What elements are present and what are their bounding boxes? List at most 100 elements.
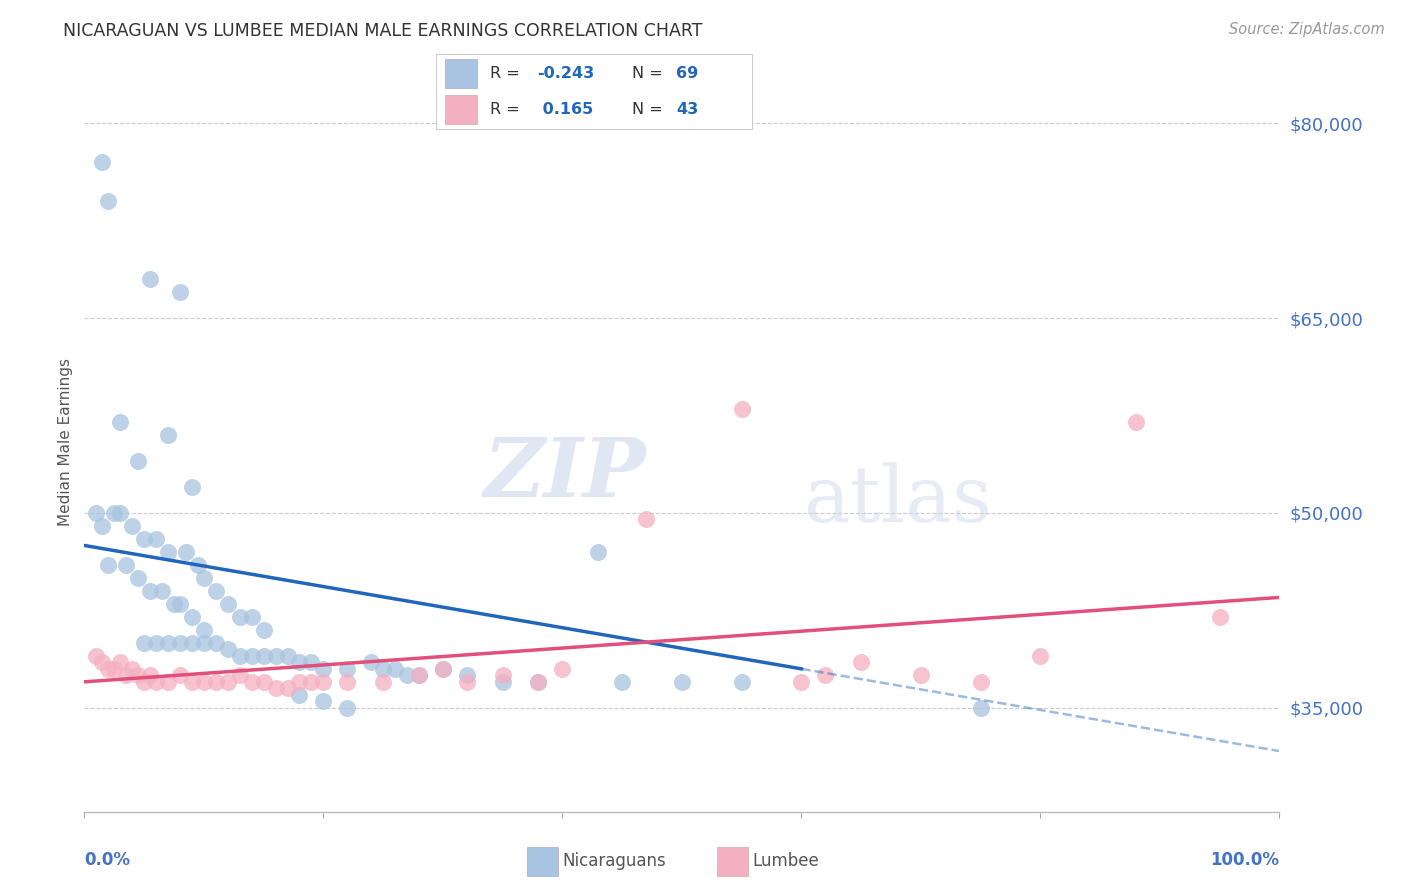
Point	[97, 558, 120, 572]
Point	[301, 656, 323, 670]
Point	[193, 623, 215, 637]
Point	[121, 662, 143, 676]
Point	[193, 571, 215, 585]
Text: Source: ZipAtlas.com: Source: ZipAtlas.com	[1229, 22, 1385, 37]
Point	[253, 648, 276, 663]
Point	[240, 674, 263, 689]
Point	[91, 656, 114, 670]
Point	[1209, 610, 1232, 624]
Point	[970, 674, 993, 689]
Text: Lumbee: Lumbee	[752, 852, 818, 871]
Text: 0.165: 0.165	[537, 102, 593, 117]
Point	[139, 583, 162, 598]
Point	[110, 656, 132, 670]
Point	[851, 656, 873, 670]
Point	[814, 668, 837, 682]
Point	[731, 402, 754, 417]
Point	[253, 674, 276, 689]
Point	[205, 583, 228, 598]
Point	[91, 519, 114, 533]
Point	[910, 668, 932, 682]
Point	[115, 668, 138, 682]
Text: N =: N =	[633, 66, 668, 81]
Point	[181, 480, 204, 494]
Point	[301, 674, 323, 689]
Point	[97, 194, 120, 209]
Point	[145, 636, 167, 650]
Point	[205, 636, 228, 650]
Point	[139, 272, 162, 286]
Point	[217, 597, 239, 611]
Point	[181, 610, 204, 624]
Point	[588, 545, 610, 559]
Point	[229, 648, 252, 663]
Point	[193, 674, 215, 689]
Point	[492, 668, 515, 682]
Point	[456, 668, 478, 682]
Point	[174, 545, 197, 559]
Point	[288, 688, 311, 702]
Point	[103, 662, 125, 676]
Point	[408, 668, 430, 682]
Point	[145, 532, 167, 546]
Point	[110, 506, 132, 520]
Text: -0.243: -0.243	[537, 66, 595, 81]
Point	[277, 648, 299, 663]
Point	[336, 674, 359, 689]
Point	[492, 674, 515, 689]
Point	[1029, 648, 1052, 663]
Text: NICARAGUAN VS LUMBEE MEDIAN MALE EARNINGS CORRELATION CHART: NICARAGUAN VS LUMBEE MEDIAN MALE EARNING…	[63, 22, 703, 40]
Text: N =: N =	[633, 102, 668, 117]
Point	[217, 674, 239, 689]
Text: R =: R =	[489, 66, 524, 81]
Point	[970, 701, 993, 715]
Point	[373, 674, 395, 689]
Point	[456, 674, 478, 689]
Point	[169, 636, 191, 650]
Point	[97, 662, 120, 676]
Point	[229, 610, 252, 624]
Bar	[446, 59, 477, 87]
Point	[86, 506, 108, 520]
Point	[132, 636, 156, 650]
Point	[127, 668, 149, 682]
Point	[432, 662, 454, 676]
Point	[187, 558, 209, 572]
Point	[288, 674, 311, 689]
Point	[312, 694, 335, 708]
Point	[240, 610, 263, 624]
Point	[408, 668, 430, 682]
Point	[205, 674, 228, 689]
Point	[312, 674, 335, 689]
Point	[86, 648, 108, 663]
Point	[157, 674, 180, 689]
Point	[527, 674, 550, 689]
Point	[373, 662, 395, 676]
Point	[240, 648, 263, 663]
Point	[671, 674, 693, 689]
Point	[139, 668, 162, 682]
Point	[132, 674, 156, 689]
Point	[91, 155, 114, 169]
Point	[790, 674, 813, 689]
Point	[110, 415, 132, 429]
Point	[264, 681, 287, 696]
Point	[163, 597, 186, 611]
Point	[169, 668, 191, 682]
Point	[121, 519, 143, 533]
Text: atlas: atlas	[803, 462, 991, 538]
Point	[384, 662, 406, 676]
Point	[127, 571, 149, 585]
Point	[396, 668, 419, 682]
Point	[527, 674, 550, 689]
Point	[181, 674, 204, 689]
Point	[169, 597, 191, 611]
Point	[157, 545, 180, 559]
Text: R =: R =	[489, 102, 524, 117]
Point	[731, 674, 754, 689]
Bar	[446, 95, 477, 124]
Point	[115, 558, 138, 572]
Point	[169, 285, 191, 300]
Point	[132, 532, 156, 546]
Point	[432, 662, 454, 676]
